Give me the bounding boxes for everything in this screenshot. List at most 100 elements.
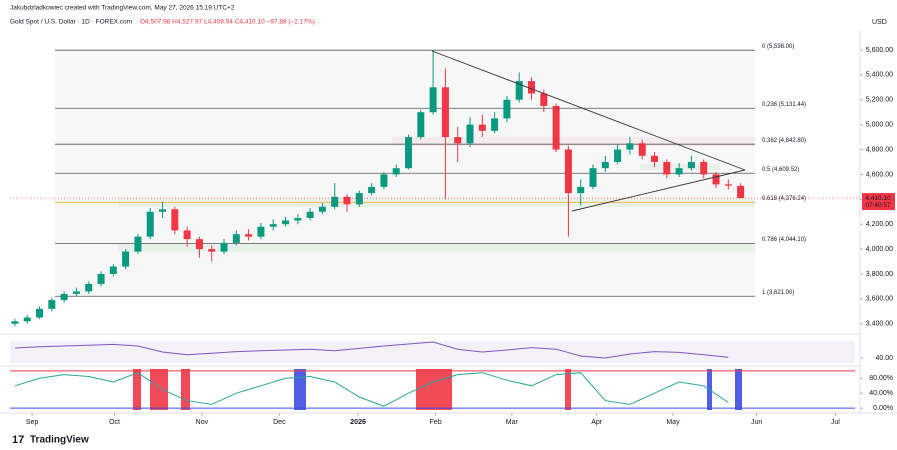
candle-body: [478, 124, 486, 131]
y-tick-label: 5,200.00: [866, 97, 893, 104]
candle-body: [712, 174, 720, 185]
rsi-band: [10, 341, 855, 363]
candle-body: [282, 220, 290, 225]
candle-body: [343, 196, 351, 205]
candle-body: [331, 196, 339, 207]
y-tick-label: 5,400.00: [866, 72, 893, 79]
candle-body: [429, 87, 437, 113]
candle-body: [294, 217, 302, 221]
candle-body: [171, 209, 179, 231]
candle-body: [318, 206, 326, 212]
candle-body: [208, 249, 216, 252]
x-tick-label: Nov: [196, 419, 209, 426]
candle-body: [257, 226, 265, 237]
candle-body: [626, 143, 634, 150]
candle-body: [269, 224, 277, 227]
candle-body: [614, 149, 622, 162]
y-tick-label: 0.00%: [873, 405, 893, 412]
candle-body: [466, 124, 474, 144]
x-tick-label: Apr: [591, 419, 603, 426]
logo-mark: 17: [12, 434, 24, 446]
candle-body: [540, 93, 548, 106]
candle-body: [146, 211, 154, 237]
ohlc-legend: O4,507.98 H4,527.97 L4,409.94 C4,410.10 …: [140, 19, 315, 26]
currency: USD: [872, 19, 887, 26]
brand-logo: 17 TradingView: [12, 434, 89, 446]
x-tick-label: Mar: [506, 419, 519, 426]
candle-body: [380, 174, 388, 187]
candle-body: [700, 161, 708, 175]
price-tag: 4,410.10: [865, 195, 891, 202]
y-tick-label: 4,800.00: [866, 146, 893, 153]
overbought-block: [133, 369, 141, 410]
fib-label: 0.236 (5,131.44): [762, 102, 806, 108]
x-tick-label: May: [666, 419, 680, 426]
x-tick-label: Dec: [273, 419, 286, 426]
candle-body: [663, 161, 671, 175]
candle-body: [183, 230, 191, 240]
y-tick-label: 5,600.00: [866, 47, 893, 54]
y-tick-label: 80.00%: [869, 375, 893, 382]
candle-body: [245, 234, 253, 237]
y-tick-label: 3,400.00: [866, 321, 893, 328]
candle-body: [491, 118, 499, 131]
fib-label: 0.382 (4,842.80): [762, 138, 806, 144]
candle-body: [11, 321, 19, 324]
x-tick-label: 2026: [350, 419, 366, 426]
y-tick-label: 3,600.00: [866, 296, 893, 303]
candle-body: [195, 239, 203, 250]
y-tick-label: 4,600.00: [866, 171, 893, 178]
candle-body: [97, 273, 105, 284]
candle-body: [515, 81, 523, 100]
x-tick-label: Sep: [26, 419, 39, 426]
oversold-block: [735, 369, 742, 410]
fib-label: 0 (5,598.00): [762, 44, 794, 50]
x-tick-label: Oct: [109, 419, 120, 426]
fib-label: 0.618 (4,376.24): [762, 196, 806, 202]
candle-body: [564, 149, 572, 194]
candle-body: [589, 168, 597, 187]
stoch-line: [14, 372, 729, 407]
price-tag-bg: [862, 193, 895, 211]
candle-body: [60, 293, 68, 301]
fib-label: 0.786 (4,044.10): [762, 237, 806, 243]
overbought-block: [150, 369, 168, 410]
x-tick-label: Feb: [430, 419, 442, 426]
candle-body: [737, 185, 745, 199]
x-tick-label: Jul: [831, 419, 840, 426]
y-tick-label: 5,000.00: [866, 121, 893, 128]
candle-body: [36, 308, 44, 318]
candle-body: [48, 300, 56, 309]
chart-title: Gold Spot / U.S. Dollar · 1D · FOREX.com: [10, 19, 132, 26]
candle-body: [675, 168, 683, 175]
brand: TradingView: [30, 435, 89, 446]
y-tick-label: 4,200.00: [866, 221, 893, 228]
candle-body: [687, 161, 695, 169]
candle-body: [355, 193, 363, 205]
candle-body: [368, 186, 376, 194]
candle-body: [72, 291, 80, 294]
candle-body: [503, 99, 511, 119]
candle-body: [454, 137, 462, 144]
fib-label: 0.5 (4,609.52): [762, 167, 799, 173]
fib-label: 1 (3,621.00): [762, 290, 794, 296]
candle-body: [134, 236, 142, 252]
oversold-block: [294, 369, 306, 410]
countdown: 07:40:57: [865, 202, 891, 209]
candle-body: [109, 266, 117, 274]
credit: Jakubdzladkowiec created with TradingVie…: [10, 5, 235, 12]
candle-body: [601, 161, 609, 169]
rsi-line: [14, 341, 729, 359]
candle-body: [417, 112, 425, 138]
candle-body: [528, 81, 536, 94]
y-tick-label: 4,000.00: [866, 246, 893, 253]
trendline: [431, 50, 746, 171]
candle-body: [220, 242, 228, 252]
candle-body: [552, 105, 560, 150]
candle-body: [122, 251, 130, 267]
y-tick-label: 40.00: [875, 355, 893, 362]
candle-body: [441, 87, 449, 138]
candle-body: [232, 234, 240, 243]
candle-body: [724, 184, 732, 186]
